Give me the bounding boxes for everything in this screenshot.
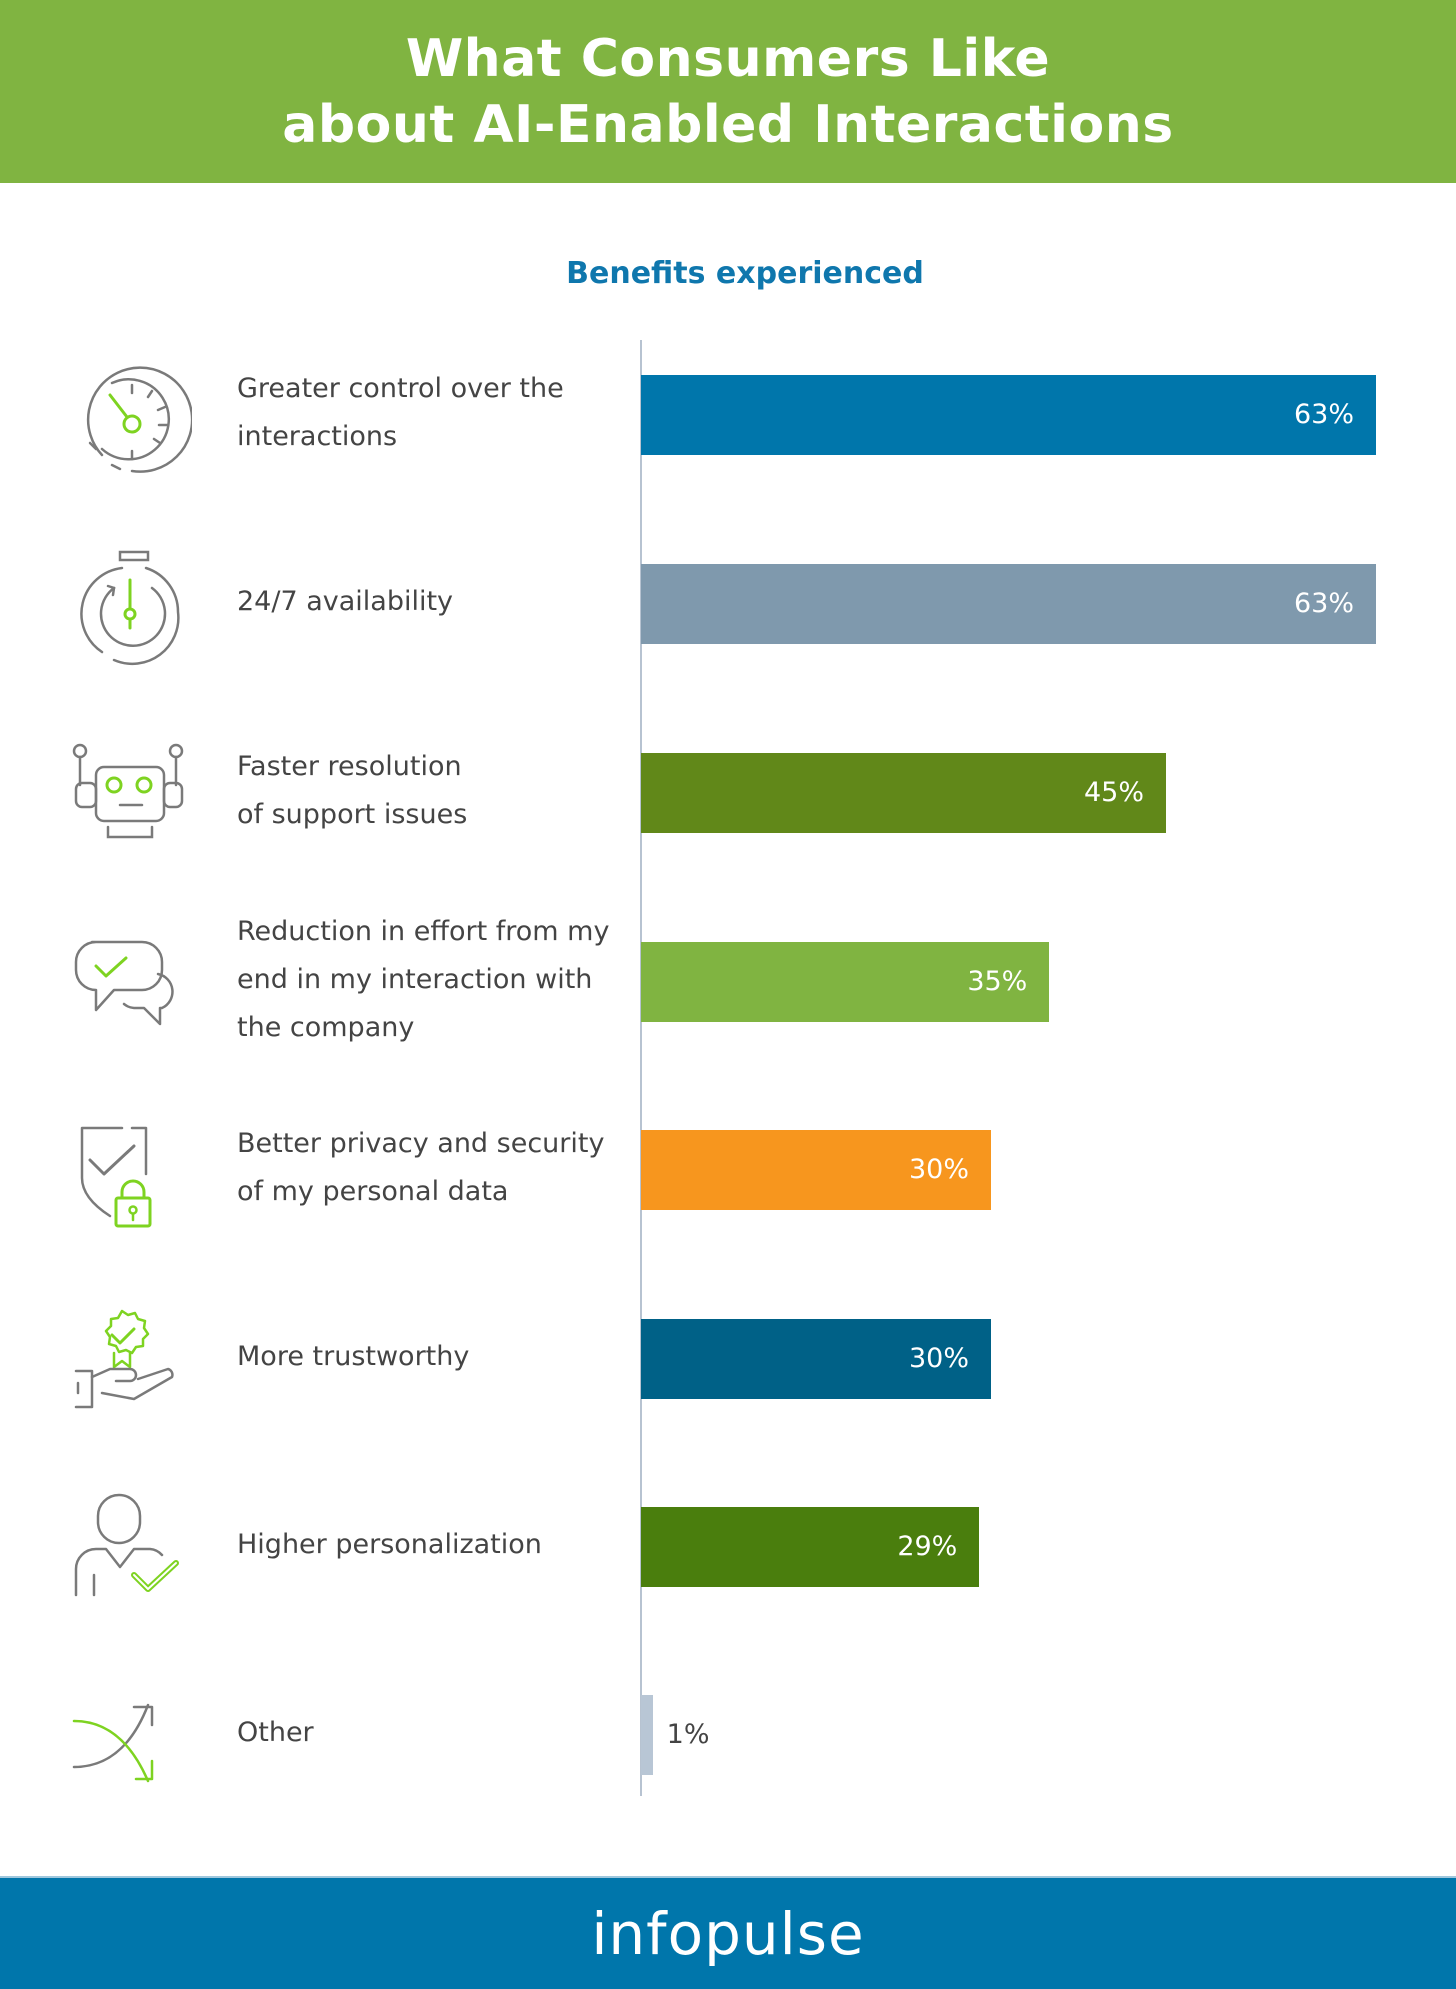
header-banner: What Consumers Like about AI-Enabled Int…: [0, 0, 1456, 183]
category-label-line: interactions: [237, 421, 398, 452]
shield-lock-icon: [72, 1114, 192, 1234]
bar-value-label: 30%: [908, 1154, 969, 1185]
user-check-icon: [72, 1491, 192, 1611]
category-label: Greater control over the interactions: [237, 365, 617, 461]
hand-badge-icon: [72, 1303, 192, 1423]
chart-axis-line: [640, 340, 642, 1796]
category-label-line: Other: [237, 1717, 314, 1748]
bar: [641, 1507, 980, 1587]
category-label-line: Higher personalization: [237, 1529, 542, 1560]
title-line-1: What Consumers Like: [405, 28, 1051, 89]
bar: [641, 1695, 653, 1775]
bar: [641, 1319, 991, 1399]
category-label-line: of support issues: [237, 799, 468, 830]
chat-bubbles-check-icon: [72, 926, 192, 1046]
chart-subtitle: Benefits experienced: [566, 256, 924, 291]
stopwatch-icon: [72, 548, 192, 668]
category-label: Higher personalization: [237, 1521, 617, 1569]
category-label: 24/7 availability: [237, 578, 617, 626]
bar-value-label: 45%: [1083, 777, 1144, 808]
bar: [641, 375, 1376, 455]
bar: [641, 942, 1050, 1022]
bar: [641, 1130, 991, 1210]
brand-logo-text: infopulse: [591, 1899, 865, 1968]
bar-value-label: 35%: [967, 966, 1028, 997]
category-label: Better privacy and security of my persona…: [237, 1120, 617, 1216]
bar-value-label: 1%: [666, 1719, 710, 1750]
category-label-line: Faster resolution: [237, 751, 462, 782]
bar: [641, 564, 1376, 644]
category-label: Reduction in effort from my end in my int…: [237, 908, 617, 1052]
category-label-line: 24/7 availability: [237, 586, 454, 617]
category-label-line: More trustworthy: [237, 1341, 470, 1372]
bar: [641, 753, 1166, 833]
gauge-icon: [72, 359, 194, 479]
category-label-line: Reduction in effort from my: [237, 916, 610, 947]
bar-value-label: 30%: [908, 1343, 969, 1374]
robot-icon: [72, 737, 192, 857]
category-label: More trustworthy: [237, 1333, 617, 1381]
category-label-line: Better privacy and security: [237, 1128, 605, 1159]
footer-brand-bar: infopulse: [0, 1876, 1456, 1989]
category-label-line: Greater control over the: [237, 373, 564, 404]
category-label-line: the company: [237, 1012, 415, 1043]
title-line-2: about AI-Enabled Interactions: [282, 94, 1174, 155]
category-label-line: end in my interaction with: [237, 964, 593, 995]
bar-value-label: 63%: [1293, 588, 1354, 619]
crossing-arrows-icon: [72, 1679, 192, 1799]
bar-value-label: 29%: [897, 1531, 958, 1562]
category-label: Other: [237, 1709, 617, 1757]
category-label-line: of my personal data: [237, 1176, 509, 1207]
category-label: Faster resolution of support issues: [237, 743, 617, 839]
bar-value-label: 63%: [1293, 399, 1354, 430]
